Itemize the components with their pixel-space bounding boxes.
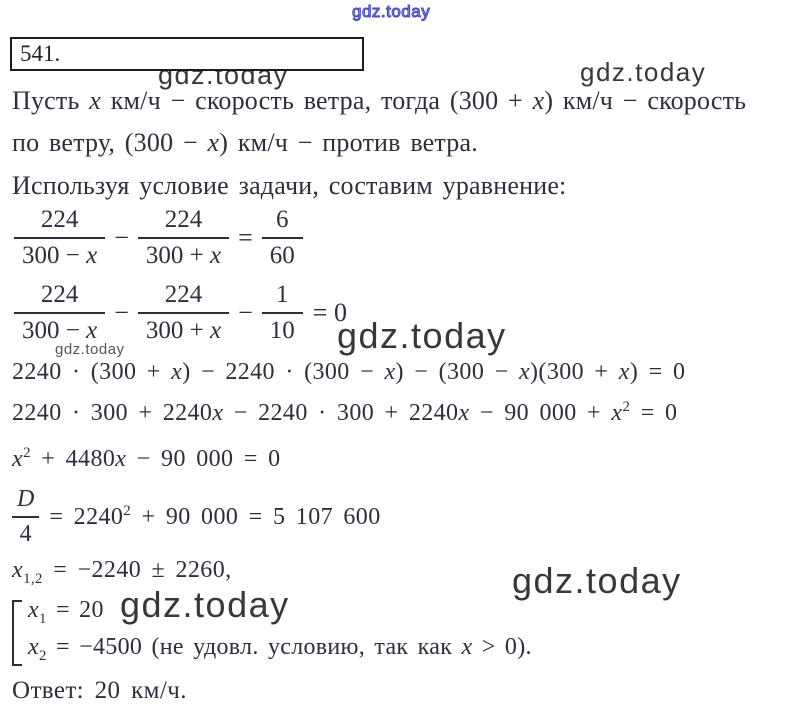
roots-line: x1,2 = −2240 ± 2260, (12, 557, 232, 587)
prose-line-3: Используя условие задачи, составим уравн… (12, 171, 567, 200)
fraction-numerator: 6 (276, 206, 289, 233)
root-2: x2 = −4500 (не удовл. условию, так как x… (28, 633, 532, 664)
minus-operator: − (238, 298, 253, 327)
fraction: 6 60 (261, 206, 303, 270)
watermark-middle-small: gdz.today (55, 341, 125, 358)
watermark-middle-large: gdz.today (337, 315, 507, 356)
expanded-equation-2: 2240 · 300 + 2240x − 2240 · 300 + 2240x … (12, 399, 678, 426)
solution-system: x1 = 20 x2 = −4500 (не удовл. условию, т… (12, 597, 531, 666)
problem-number-box: 541. (10, 37, 364, 71)
left-bracket (12, 600, 22, 666)
fraction-denominator: 4 (12, 516, 40, 548)
fraction-numerator: 1 (276, 281, 289, 308)
fraction-denominator: 300 + x (137, 237, 230, 270)
discriminant-value: = 22402 + 90 000 = 5 107 600 (49, 503, 381, 530)
fraction-numerator: 224 (164, 281, 203, 308)
equation-2: 224 300 − x − 224 300 + x − 1 10 = 0 (14, 281, 347, 345)
prose-line-1: Пусть x км/ч − скорость ветра, тогда (30… (12, 86, 747, 115)
watermark-bottom-right: gdz.today (512, 560, 682, 601)
fraction: D 4 (12, 486, 40, 548)
watermark-system-inline: gdz.today (120, 584, 290, 625)
quadratic-equation: x2 + 4480x − 90 000 = 0 (12, 445, 281, 472)
discriminant-line: D 4 = 22402 + 90 000 = 5 107 600 (12, 486, 381, 548)
fraction-denominator: 10 (261, 312, 303, 345)
fraction: 224 300 + x (137, 281, 230, 345)
minus-operator: − (114, 223, 129, 252)
fraction-numerator: D (17, 486, 35, 512)
fraction-numerator: 224 (40, 206, 79, 233)
fraction: 1 10 (261, 281, 303, 345)
root-1: x1 = 20 (28, 597, 104, 627)
fraction: 224 300 + x (137, 206, 230, 270)
fraction-numerator: 224 (40, 281, 79, 308)
fraction-denominator: 60 (261, 237, 303, 270)
fraction: 224 300 − x (14, 206, 106, 270)
expanded-equation-1: 2240 · (300 + x) − 2240 · (300 − x) − (3… (12, 359, 686, 385)
fraction-denominator: 300 − x (14, 312, 106, 345)
fraction-denominator: 300 − x (14, 237, 106, 270)
problem-number: 541. (20, 41, 61, 66)
fraction-denominator: 300 + x (137, 312, 230, 345)
equals-sign: = (238, 223, 253, 252)
minus-operator: − (114, 298, 129, 327)
fraction-numerator: 224 (164, 206, 203, 233)
prose-line-2: по ветру, (300 − x) км/ч − против ветра. (12, 128, 478, 157)
watermark-top-center: gdz.today (351, 2, 431, 22)
watermark-top-right: gdz.today (580, 57, 707, 87)
fraction: 224 300 − x (14, 281, 106, 345)
answer-line: Ответ: 20 км/ч. (12, 677, 187, 704)
equals-zero: = 0 (312, 298, 347, 327)
equation-1: 224 300 − x − 224 300 + x = 6 60 (14, 206, 303, 270)
